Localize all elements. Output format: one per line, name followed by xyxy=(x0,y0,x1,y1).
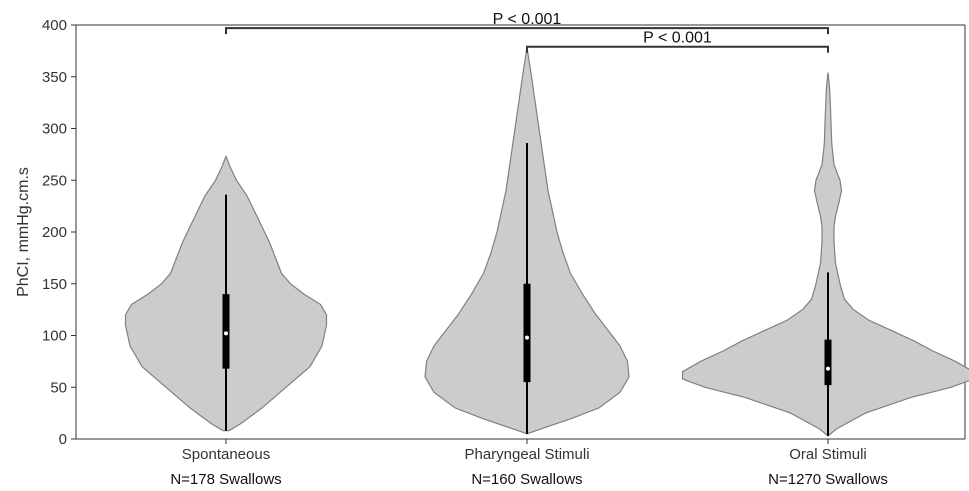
y-tick-label: 100 xyxy=(42,328,67,345)
y-tick-label: 300 xyxy=(42,121,67,138)
x-tick-label: Spontaneous xyxy=(182,446,270,463)
y-axis-title: PhCI, mmHg.cm.s xyxy=(15,167,32,297)
sample-size-label: N=1270 Swallows xyxy=(768,471,888,488)
significance-brackets: P < 0.001 P < 0.001 xyxy=(225,11,829,53)
violin-median-dot xyxy=(224,331,228,336)
significance-label: P < 0.001 xyxy=(493,11,562,28)
y-tick-label: 50 xyxy=(50,379,67,396)
violin-median-dot xyxy=(826,366,830,371)
x-tick-label: Pharyngeal Stimuli xyxy=(464,446,589,463)
violin-group xyxy=(424,47,630,435)
y-tick-label: 400 xyxy=(42,17,67,34)
sample-size-label: N=178 Swallows xyxy=(170,471,281,488)
significance-bracket xyxy=(526,45,829,53)
y-tick-label: 350 xyxy=(42,69,67,86)
axes: 0 50 100 150 200 250 300 350 400 Spontaneous N=178… xyxy=(42,17,966,488)
y-tick-label: 200 xyxy=(42,224,67,241)
y-tick-label: 0 xyxy=(59,431,67,448)
significance-bracket xyxy=(225,27,829,35)
violin-group xyxy=(124,154,328,432)
y-tick-label: 250 xyxy=(42,172,67,189)
violin-group xyxy=(681,72,969,437)
sample-size-label: N=160 Swallows xyxy=(471,471,582,488)
significance-label: P < 0.001 xyxy=(643,30,712,47)
violin-median-dot xyxy=(525,335,529,340)
x-tick-label: Oral Stimuli xyxy=(789,446,867,463)
violins xyxy=(124,47,969,437)
y-tick-label: 150 xyxy=(42,276,67,293)
violin-body xyxy=(681,72,969,437)
